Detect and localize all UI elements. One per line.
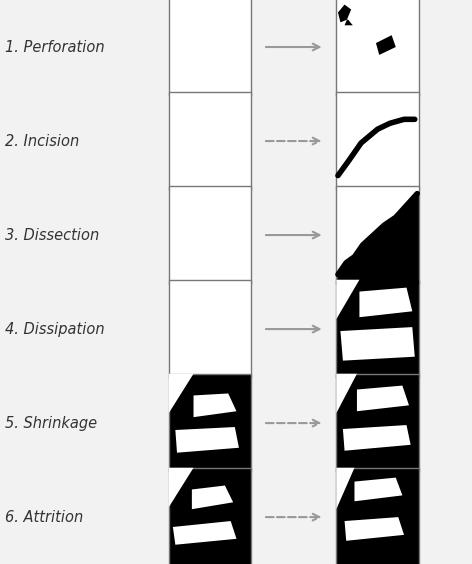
Polygon shape — [192, 486, 233, 509]
Polygon shape — [336, 374, 357, 413]
Bar — [169, 280, 251, 378]
Text: 6. Attrition: 6. Attrition — [5, 510, 83, 525]
Polygon shape — [336, 193, 419, 284]
Bar — [169, 468, 251, 564]
Text: 3. Dissection: 3. Dissection — [5, 227, 99, 243]
Bar — [336, 92, 419, 191]
Polygon shape — [360, 288, 413, 317]
Bar — [169, 186, 251, 284]
Bar — [169, 92, 251, 191]
Polygon shape — [343, 425, 411, 451]
Polygon shape — [345, 517, 404, 541]
Bar — [169, 0, 251, 96]
Bar — [336, 374, 419, 473]
Polygon shape — [376, 35, 396, 55]
Bar — [336, 0, 419, 96]
Bar — [336, 468, 419, 564]
Bar — [336, 280, 419, 378]
Polygon shape — [169, 374, 194, 413]
Polygon shape — [357, 386, 409, 411]
Polygon shape — [338, 5, 353, 25]
Text: 1. Perforation: 1. Perforation — [5, 39, 104, 55]
Polygon shape — [336, 280, 360, 319]
Text: 5. Shrinkage: 5. Shrinkage — [5, 416, 97, 430]
Polygon shape — [194, 394, 236, 417]
Polygon shape — [340, 327, 415, 360]
Text: 2. Incision: 2. Incision — [5, 134, 79, 148]
Polygon shape — [169, 468, 194, 507]
Polygon shape — [176, 427, 239, 453]
Polygon shape — [173, 521, 236, 545]
Text: 4. Dissipation: 4. Dissipation — [5, 321, 104, 337]
Bar — [169, 374, 251, 473]
Polygon shape — [354, 478, 402, 501]
Polygon shape — [336, 468, 354, 509]
Bar — [336, 186, 419, 284]
